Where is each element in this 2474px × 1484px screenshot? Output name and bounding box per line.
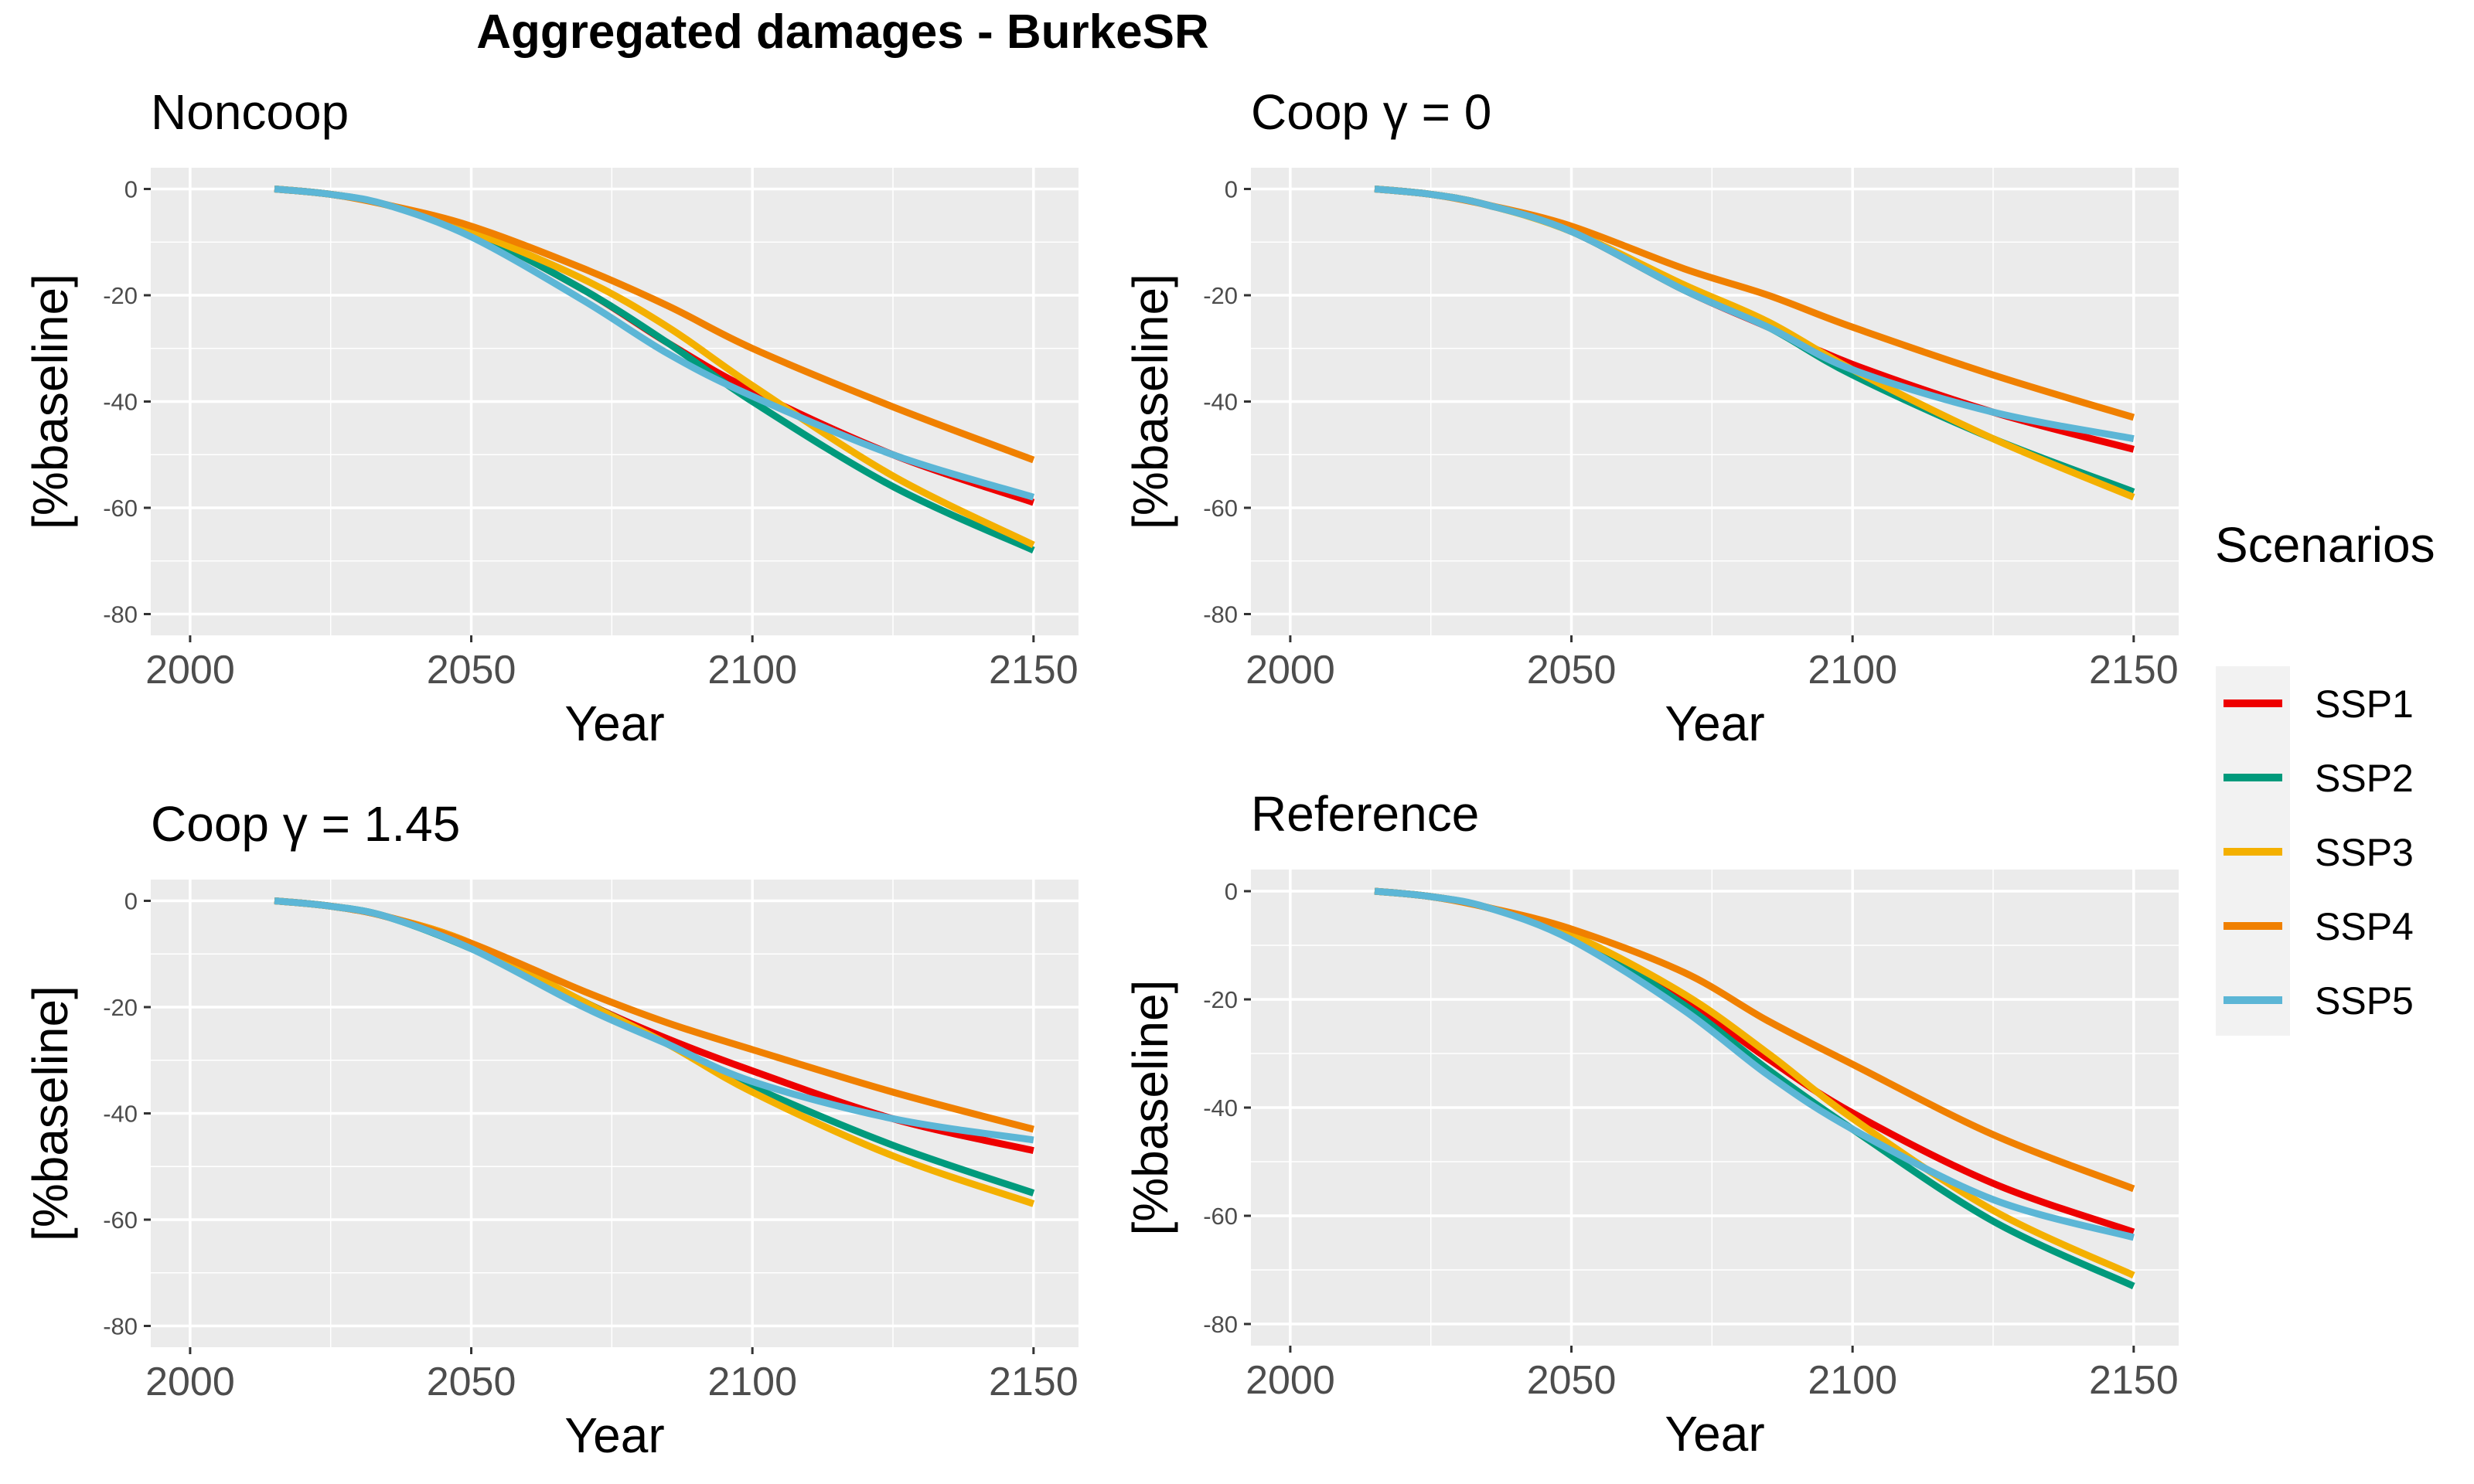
x-axis-title: Year <box>564 696 664 751</box>
tick-label-y: -60 <box>103 1207 138 1234</box>
tick-label-y: 0 <box>124 888 138 915</box>
legend-label-ssp4: SSP4 <box>2315 905 2414 948</box>
tick-label-y: -80 <box>103 601 138 628</box>
tick-label-x: 2000 <box>1246 1358 1335 1403</box>
x-axis-title: Year <box>1665 1406 1764 1462</box>
tick-label-x: 2000 <box>145 648 235 693</box>
series-line-ssp5 <box>1374 186 2135 443</box>
tick-label-y: -20 <box>1203 986 1238 1013</box>
tick-label-x: 2100 <box>1808 648 1897 693</box>
tick-label-y: -40 <box>103 389 138 416</box>
tick-label-y: 0 <box>1225 176 1238 203</box>
legend-label-ssp1: SSP1 <box>2315 682 2414 726</box>
tick-label-x: 2050 <box>427 648 516 693</box>
tick-label-y: -40 <box>1203 389 1238 416</box>
tick-label-x: 2150 <box>989 1360 1079 1404</box>
y-axis-title: [%baseline] <box>22 274 78 529</box>
x-axis-title: Year <box>1665 696 1764 751</box>
tick-label-x: 2050 <box>1527 1358 1617 1403</box>
y-axis-title: [%baseline] <box>22 985 78 1241</box>
tick-label-y: -20 <box>103 282 138 309</box>
tick-label-x: 2000 <box>145 1360 235 1404</box>
tick-label-y: -20 <box>1203 282 1238 309</box>
panel-title-text: Reference <box>1251 786 1479 842</box>
tick-label-y: -20 <box>103 994 138 1021</box>
tick-label-y: -80 <box>103 1313 138 1340</box>
y-axis-title: [%baseline] <box>1123 980 1178 1236</box>
panel-title: Reference <box>1251 786 1479 842</box>
tick-label-x: 2150 <box>989 648 1079 693</box>
panel-title-gamma: γ = 1.45 <box>283 796 461 852</box>
panel-3: 0 -20 -40 -60 -80 2000 2050 2100 2150 Year [%basel… <box>22 796 1079 1463</box>
tick-label-y: -60 <box>1203 495 1238 522</box>
y-axis-title: [%baseline] <box>1123 274 1178 529</box>
tick-label-y: 0 <box>1225 878 1238 905</box>
series-line-ssp5 <box>1374 887 2135 1241</box>
panel-1: 0 -20 -40 -60 -80 2000 2050 2100 2150 Year [%basel… <box>22 84 1079 751</box>
series-line-ssp5 <box>274 186 1035 501</box>
panel-title-gamma: γ = 0 <box>1383 84 1492 140</box>
tick-label-y: -80 <box>1203 1311 1238 1338</box>
panel-title: Noncoop <box>151 84 349 140</box>
panel-title-text: Coop <box>1251 84 1383 140</box>
panel-title-text: Noncoop <box>151 84 349 140</box>
legend-label-ssp2: SSP2 <box>2315 757 2414 800</box>
tick-label-x: 2100 <box>707 648 797 693</box>
tick-label-y: -60 <box>103 495 138 522</box>
panel-4: 0 -20 -40 -60 -80 2000 2050 2100 2150 Year [%basel… <box>1123 786 2179 1462</box>
tick-label-x: 2100 <box>707 1360 797 1404</box>
x-axis-title: Year <box>564 1407 664 1463</box>
tick-label-x: 2050 <box>427 1360 516 1404</box>
legend-label-ssp5: SSP5 <box>2315 979 2414 1023</box>
tick-label-x: 2000 <box>1246 648 1335 693</box>
series-line-ssp5 <box>274 897 1034 1144</box>
legend-title: Scenarios <box>2215 517 2435 573</box>
figure-title: Aggregated damages - BurkeSR <box>476 5 1208 59</box>
tick-label-y: -60 <box>1203 1203 1238 1230</box>
legend-label-ssp3: SSP3 <box>2315 831 2414 874</box>
legend-entries: SSP1 SSP2 SSP3 SSP4 SSP5 <box>2224 682 2414 1023</box>
panel-title: Coop γ = 1.45 <box>151 796 460 852</box>
legend: Scenarios SSP1 SSP2 SSP3 SSP4 SSP5 <box>2215 517 2435 1036</box>
tick-label-y: -80 <box>1203 601 1238 628</box>
panel-title-text: Coop <box>151 796 283 852</box>
tick-label-x: 2050 <box>1527 648 1617 693</box>
tick-label-x: 2100 <box>1808 1358 1897 1403</box>
tick-label-y: -40 <box>1203 1094 1238 1122</box>
panel-2: 0 -20 -40 -60 -80 2000 2050 2100 2150 Year [%basel… <box>1123 84 2179 751</box>
tick-label-y: 0 <box>124 176 138 203</box>
tick-label-y: -40 <box>103 1101 138 1128</box>
tick-label-x: 2150 <box>2089 1358 2179 1403</box>
panels: 0 -20 -40 -60 -80 2000 2050 2100 2150 Year [%basel… <box>22 84 2179 1463</box>
panel-title: Coop γ = 0 <box>1251 84 1491 140</box>
tick-label-x: 2150 <box>2089 648 2179 693</box>
